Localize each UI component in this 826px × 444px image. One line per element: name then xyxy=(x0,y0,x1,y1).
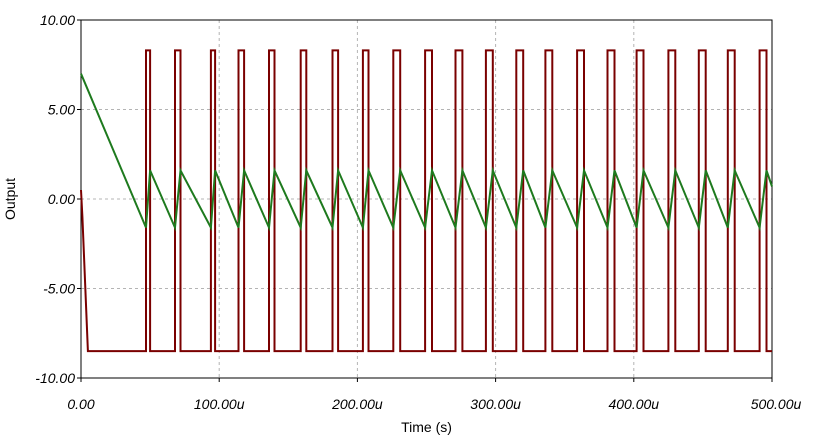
y-tick-label: -5.00 xyxy=(43,281,75,297)
x-tick-label: 200.00u xyxy=(331,396,383,412)
x-tick-label: 500.00u xyxy=(751,396,802,412)
x-axis-title: Time (s) xyxy=(401,419,452,435)
y-tick-label: 0.00 xyxy=(48,191,75,207)
y-tick-label: 10.00 xyxy=(40,12,75,28)
x-axis-ticks: 0.00 100.00u 200.00u 300.00u 400.00u 500.00u xyxy=(67,378,802,412)
y-axis-title: Output xyxy=(2,178,18,220)
y-tick-label: -10.00 xyxy=(35,370,75,386)
series-line-1 xyxy=(80,49,772,353)
series-line-2 xyxy=(80,73,773,232)
x-tick-label: 300.00u xyxy=(470,396,521,412)
x-tick-label: 0.00 xyxy=(67,396,94,412)
series-layer xyxy=(80,49,773,353)
y-axis-ticks: 10.00 5.00 0.00 -5.00 -10.00 xyxy=(35,12,81,386)
x-tick-label: 400.00u xyxy=(608,396,659,412)
x-tick-label: 100.00u xyxy=(194,396,245,412)
y-tick-label: 5.00 xyxy=(48,102,75,118)
